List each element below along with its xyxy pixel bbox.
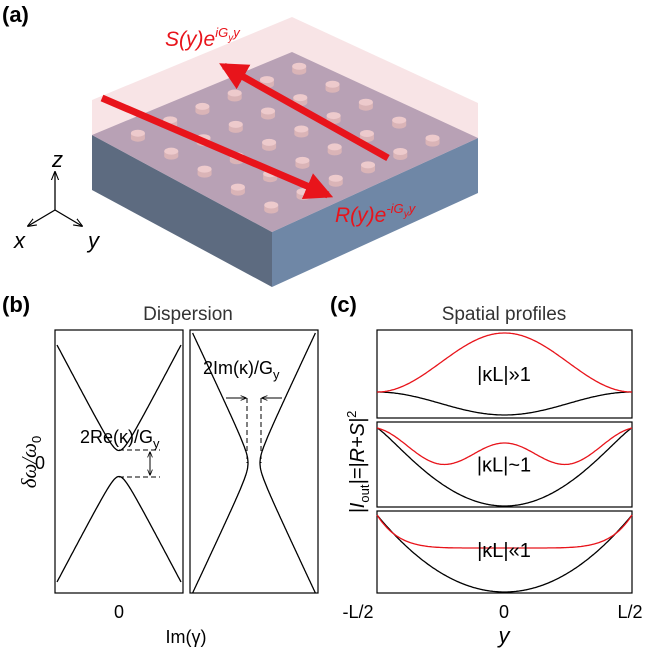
- gap-re-label: 2Re(κ)/Gy: [80, 427, 160, 451]
- x-tick-label: L/2: [617, 602, 642, 622]
- panel-title: Dispersion: [143, 304, 233, 325]
- regime-label: |κL|~1: [477, 455, 531, 477]
- x-axis-label: Im(γ): [166, 627, 207, 647]
- regime-label: |κL|«1: [477, 540, 531, 562]
- panel-title: Spatial profiles: [442, 304, 567, 325]
- x-tick-label: 0: [499, 602, 509, 622]
- y-axis: [55, 210, 82, 226]
- z-label: z: [51, 147, 63, 172]
- gap-im-label: 2Im(κ)/Gy: [203, 358, 280, 382]
- panel-b: (b) Dispersion δω/ω0 0 0 Im(γ) 2Re(κ)/Gy…: [2, 292, 318, 647]
- y-tick-label: 0: [35, 453, 45, 473]
- panel-label: (b): [2, 292, 30, 317]
- curve: [57, 477, 181, 583]
- x-axis: [28, 210, 55, 226]
- regime-label: |κL|»1: [477, 364, 531, 386]
- panel-label: (a): [2, 2, 29, 27]
- x-tick-label: 0: [114, 602, 124, 622]
- panel-label: (c): [330, 292, 357, 317]
- y-axis-label: |Iout|=|R+S|2: [344, 411, 372, 514]
- y-label: y: [86, 228, 101, 253]
- panel-a: (a) S(y)eiGyy R(y)e-iGyy z x y: [2, 2, 478, 287]
- panel-c: (c) Spatial profiles |Iout|=|R+S|2 |κL|»…: [330, 292, 643, 648]
- figure: (a) S(y)eiGyy R(y)e-iGyy z x y (b) Dispe…: [0, 0, 652, 656]
- x-axis-label: y: [497, 623, 512, 648]
- x-label: x: [13, 228, 26, 253]
- curve: [377, 392, 632, 415]
- x-tick-label: -L/2: [342, 602, 373, 622]
- frame: [55, 330, 183, 593]
- profiles: |κL|»1 |κL|~1 |κL|«1: [377, 330, 632, 593]
